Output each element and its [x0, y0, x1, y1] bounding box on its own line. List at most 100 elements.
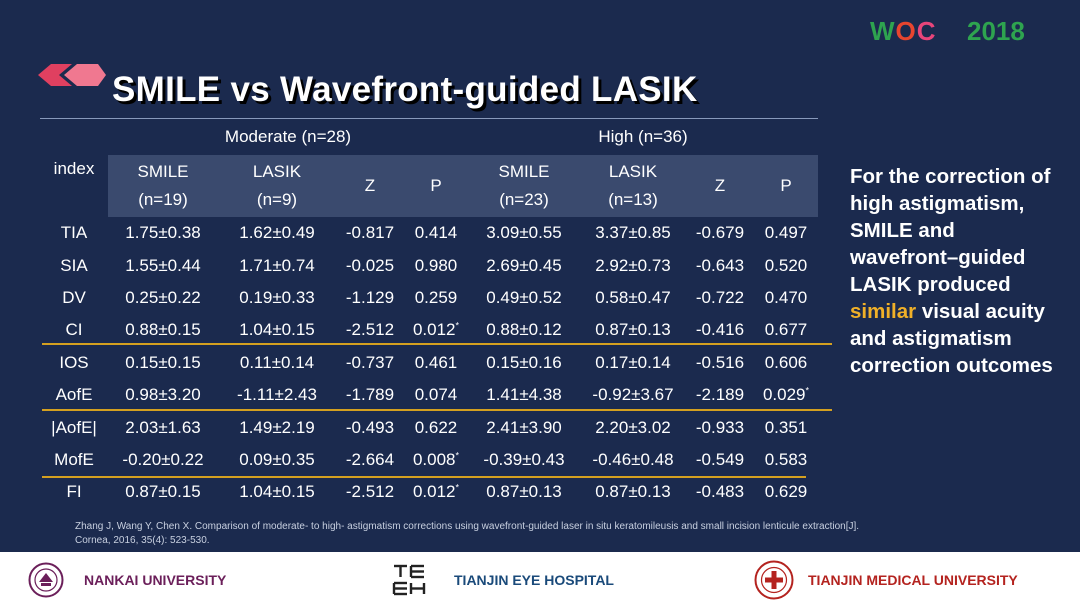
cell-lasik: 1.04±0.15: [218, 314, 336, 346]
cell-smile: 0.25±0.22: [108, 282, 218, 314]
cell-p-value: 0.351: [764, 417, 808, 437]
row-index-value: SIA: [60, 255, 88, 275]
cell-p-value: 0.470: [764, 287, 808, 307]
cell-p-value: 0.414: [414, 223, 458, 243]
cell-z: -0.416: [686, 314, 754, 346]
cell-z-value: -0.483: [695, 482, 745, 502]
cell-p-value: 0.606: [764, 352, 808, 372]
comparison-table: index Moderate (n=28) High (n=36) SMILE (…: [40, 118, 818, 509]
cell-smile-value: 0.49±0.52: [486, 287, 562, 307]
cell-p: 0.583: [754, 444, 818, 476]
cell-smile-value: 1.75±0.38: [125, 223, 201, 243]
cell-smile: 3.09±0.55: [468, 217, 580, 249]
cell-lasik-value: 0.09±0.35: [239, 449, 315, 469]
woc-year: 2018: [967, 16, 1025, 46]
cell-smile-value: 0.87±0.15: [125, 482, 201, 502]
row-index-value: AofE: [55, 385, 93, 405]
row-index: FI: [40, 476, 108, 508]
diamond-bullet-icon: [38, 64, 106, 86]
cell-smile: -0.39±0.43: [468, 444, 580, 476]
cell-smile: 2.41±3.90: [468, 411, 580, 443]
row-index-value: FI: [66, 482, 82, 502]
cell-lasik: 0.19±0.33: [218, 282, 336, 314]
table-row: DV 0.25±0.22 0.19±0.33 -1.129 0.259 0.49±0.52…: [40, 282, 818, 314]
conclusion-highlight: similar: [850, 300, 917, 323]
row-index: |AofE|: [40, 411, 108, 443]
cell-z: -1.129: [336, 282, 404, 314]
cell-z-value: -2.512: [345, 320, 395, 340]
column-header-n: (n=9): [256, 190, 298, 209]
column-header-n: (n=19): [138, 190, 188, 209]
eye-hospital-name: TIANJIN EYE HOSPITAL: [454, 571, 614, 588]
cell-z-value: -0.516: [695, 352, 745, 372]
footer-eye-hospital: TIANJIN EYE HOSPITAL: [391, 552, 614, 607]
table-row: IOS 0.15±0.15 0.11±0.14 -0.737 0.461 0.15±0.1…: [40, 347, 818, 379]
column-header-label: LASIK: [608, 162, 658, 181]
cell-smile-value: -0.39±0.43: [483, 449, 565, 469]
conclusion-text: For the correction of high astigmatism, …: [850, 163, 1065, 379]
reference-line: Cornea, 2016, 35(4): 523-530.: [75, 535, 210, 546]
cell-lasik-value: 2.92±0.73: [595, 255, 671, 275]
cell-z: -2.512: [336, 476, 404, 508]
table-row: |AofE| 2.03±1.63 1.49±2.19 -0.493 0.622 2.41±…: [40, 411, 818, 443]
cell-smile-value: 0.15±0.15: [125, 352, 201, 372]
column-header: Z: [686, 155, 754, 217]
woc-logo-w: W: [870, 16, 896, 46]
cell-lasik-value: 2.20±3.02: [595, 417, 671, 437]
cell-z: -0.516: [686, 347, 754, 379]
row-index-value: MofE: [54, 449, 94, 469]
cell-lasik-value: 1.49±2.19: [239, 417, 315, 437]
cell-lasik-value: 0.19±0.33: [239, 287, 315, 307]
cell-lasik: 2.92±0.73: [580, 249, 686, 281]
cell-p: 0.351: [754, 411, 818, 443]
cell-p-value: 0.583: [764, 449, 808, 469]
cell-smile: 0.87±0.15: [108, 476, 218, 508]
cell-smile: 1.55±0.44: [108, 249, 218, 281]
cell-p: 0.012*: [404, 476, 468, 508]
cell-z-value: -1.789: [345, 385, 395, 405]
table-row: AofE 0.98±3.20 -1.11±2.43 -1.789 0.074 1.41±4…: [40, 379, 818, 411]
cell-lasik-value: -0.46±0.48: [592, 449, 674, 469]
cell-lasik: -1.11±2.43: [218, 379, 336, 411]
cell-z-value: -0.679: [695, 223, 745, 243]
table-group-header-row: index Moderate (n=28) High (n=36): [40, 118, 818, 217]
column-header-n: (n=13): [608, 190, 658, 209]
cell-lasik-value: 1.04±0.15: [239, 320, 315, 340]
row-index: SIA: [40, 249, 108, 281]
row-index: CI: [40, 314, 108, 346]
cell-lasik-value: 0.58±0.47: [595, 287, 671, 307]
cell-p-value: 0.259: [414, 287, 458, 307]
highlight-line: [42, 476, 806, 478]
column-header-n: (n=23): [499, 190, 549, 209]
cell-lasik: 0.17±0.14: [580, 347, 686, 379]
cell-z-value: -0.493: [345, 417, 395, 437]
tianjin-medical-seal-icon: [754, 560, 794, 599]
cell-lasik: 0.09±0.35: [218, 444, 336, 476]
cell-smile-value: 0.88±0.12: [486, 320, 562, 340]
reference-citation: Zhang J, Wang Y, Chen X. Comparison of m…: [75, 520, 859, 548]
index-header: index: [40, 118, 108, 217]
slide-title: SMILE vs Wavefront-guided LASIK: [112, 70, 698, 109]
cell-smile: 1.75±0.38: [108, 217, 218, 249]
cell-z: -0.817: [336, 217, 404, 249]
table-body: TIA 1.75±0.38 1.62±0.49 -0.817 0.414 3.09±0.5…: [40, 217, 818, 509]
cell-z-value: -0.549: [695, 449, 745, 469]
cell-lasik-value: 3.37±0.85: [595, 223, 671, 243]
cell-lasik: 0.11±0.14: [218, 347, 336, 379]
table-row: FI 0.87±0.15 1.04±0.15 -2.512 0.012* 0.87±0.1…: [40, 476, 818, 508]
row-index: IOS: [40, 347, 108, 379]
cell-z: -0.549: [686, 444, 754, 476]
table-row: CI 0.88±0.15 1.04±0.15 -2.512 0.012* 0.88±0.1…: [40, 314, 818, 346]
highlight-line: [42, 409, 832, 411]
footer-medical: TIANJIN MEDICAL UNIVERSITY: [754, 552, 1018, 607]
cell-smile-value: 3.09±0.55: [486, 223, 562, 243]
table-row: SIA 1.55±0.44 1.71±0.74 -0.025 0.980 2.69±0.4…: [40, 249, 818, 281]
cell-z: -1.789: [336, 379, 404, 411]
column-header-label: SMILE: [137, 162, 189, 181]
group-high-header: High (n=36): [468, 118, 818, 155]
table-row: MofE -0.20±0.22 0.09±0.35 -2.664 0.008* -0.39…: [40, 444, 818, 476]
cell-p: 0.461: [404, 347, 468, 379]
cell-lasik: 0.87±0.13: [580, 476, 686, 508]
cell-p: 0.414: [404, 217, 468, 249]
cell-lasik-value: 0.11±0.14: [239, 352, 315, 372]
